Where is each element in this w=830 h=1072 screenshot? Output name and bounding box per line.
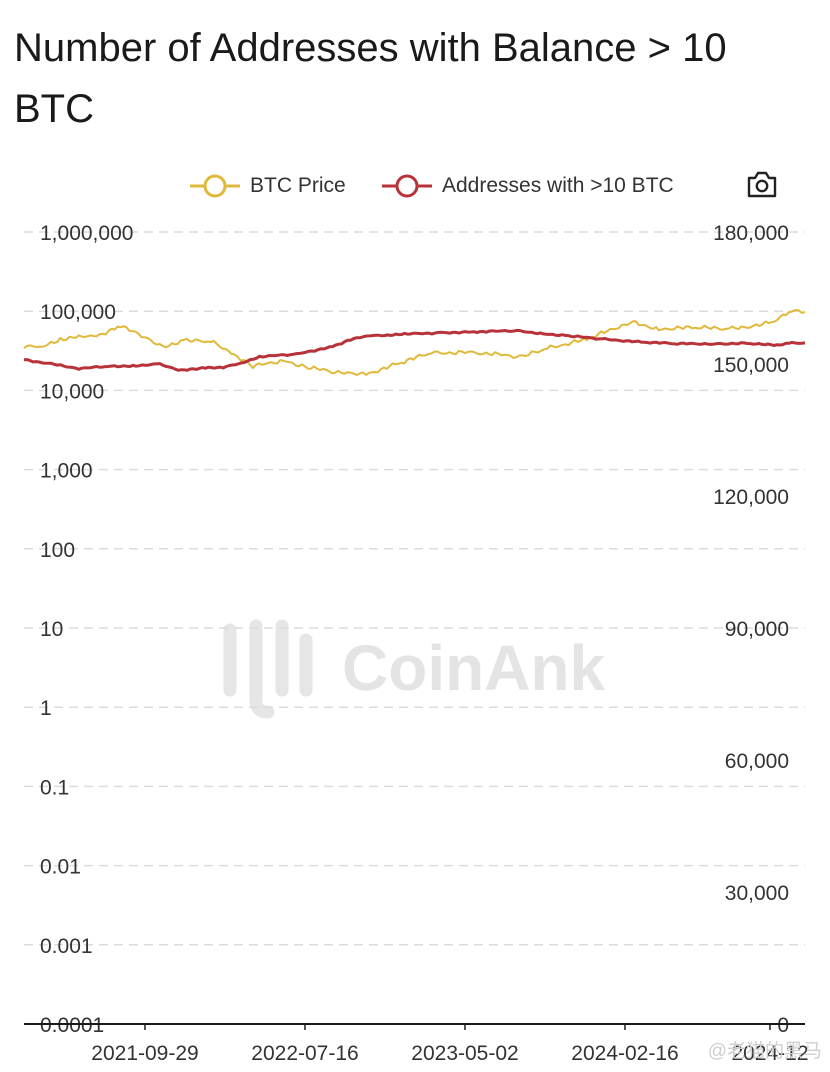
y-left-tick-label: 0.001	[40, 935, 93, 958]
legend-item-addresses[interactable]: Addresses with >10 BTC	[382, 166, 674, 206]
y-left-tick-label: 10,000	[40, 380, 104, 403]
legend-marker-btc-price	[190, 174, 240, 198]
y-left-tick-label: 1,000	[40, 460, 93, 483]
y-left-tick-label: 1,000,000	[40, 222, 133, 245]
y-right-tick-label: 60,000	[725, 750, 789, 773]
y-left-tick-label: 0.0001	[40, 1014, 104, 1037]
y-right-tick-label: 120,000	[713, 486, 789, 509]
coinank-watermark: CoinAnk	[223, 619, 606, 719]
camera-icon[interactable]	[745, 170, 779, 200]
y-left-tick-label: 100,000	[40, 301, 116, 324]
y-left-tick-label: 0.01	[40, 856, 81, 879]
y-left-tick-label: 1	[40, 697, 52, 720]
y-right-tick-label: 180,000	[713, 222, 789, 245]
chart-title: Number of Addresses with Balance > 10 BT…	[14, 26, 727, 131]
legend-label-btc-price: BTC Price	[250, 174, 346, 197]
x-tick-label: 2024-12	[731, 1042, 808, 1065]
watermark-text: CoinAnk	[342, 632, 606, 704]
x-tick-label: 2023-05-02	[411, 1042, 518, 1065]
y-left-tick-label: 10	[40, 618, 63, 641]
y-right-tick-label: 150,000	[713, 354, 789, 377]
x-tick-label: 2022-07-16	[251, 1042, 358, 1065]
y-right-tick-label: 90,000	[725, 618, 789, 641]
legend-label-addresses: Addresses with >10 BTC	[442, 174, 674, 197]
x-tick-label: 2024-02-16	[571, 1042, 678, 1065]
legend-item-btc-price[interactable]: BTC Price	[190, 166, 346, 206]
legend-marker-addresses	[382, 174, 432, 198]
series-line-btc-price	[23, 309, 806, 376]
y-left-tick-label: 0.1	[40, 776, 69, 799]
corner-watermark: @老猫的黑马	[707, 1041, 822, 1062]
y-left-tick-label: 100	[40, 539, 75, 562]
x-tick-label: 2021-09-29	[91, 1042, 198, 1065]
y-right-tick-label: 30,000	[725, 882, 789, 905]
y-right-tick-label: 0	[777, 1014, 789, 1037]
legend: BTC Price Addresses with >10 BTC	[0, 166, 830, 206]
series-line-addresses	[23, 328, 806, 372]
